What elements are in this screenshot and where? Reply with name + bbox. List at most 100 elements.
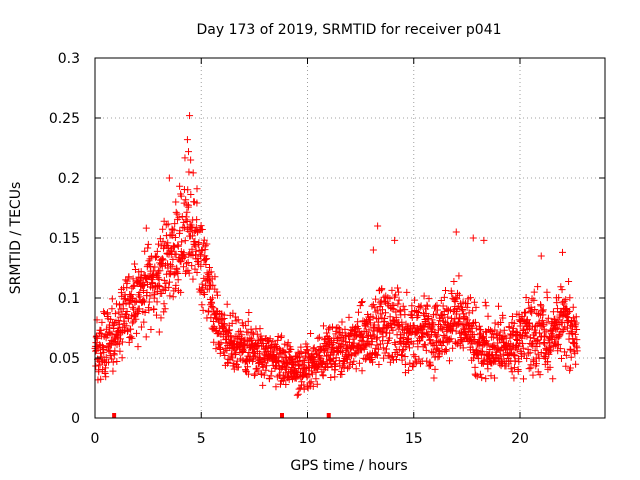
data-point bbox=[182, 196, 190, 204]
data-point bbox=[188, 232, 196, 240]
data-point bbox=[553, 305, 561, 313]
data-point bbox=[342, 338, 350, 346]
data-point bbox=[557, 283, 565, 291]
data-point bbox=[173, 268, 181, 276]
data-point bbox=[160, 308, 168, 316]
data-point bbox=[245, 309, 253, 317]
data-point bbox=[277, 334, 285, 342]
data-point bbox=[232, 349, 240, 357]
data-point bbox=[549, 375, 557, 383]
data-point bbox=[250, 353, 258, 361]
data-point bbox=[129, 275, 137, 283]
data-point bbox=[244, 363, 252, 371]
data-point bbox=[534, 283, 542, 291]
data-point bbox=[248, 329, 256, 337]
x-tick-label: 10 bbox=[299, 431, 317, 447]
data-point bbox=[210, 338, 218, 346]
y-tick-label: 0 bbox=[71, 411, 80, 427]
data-point bbox=[544, 314, 552, 322]
data-point bbox=[558, 286, 566, 294]
data-point bbox=[329, 355, 337, 363]
data-point bbox=[463, 303, 471, 311]
y-tick-label: 0.3 bbox=[58, 51, 80, 67]
data-point bbox=[186, 112, 194, 120]
data-point bbox=[156, 267, 164, 275]
data-point bbox=[157, 261, 165, 269]
data-point bbox=[110, 351, 118, 359]
data-point bbox=[295, 365, 303, 373]
gap-marker bbox=[280, 413, 284, 418]
data-point bbox=[541, 340, 549, 348]
data-point bbox=[535, 329, 543, 337]
data-point bbox=[491, 319, 499, 327]
data-point bbox=[374, 345, 382, 353]
data-point bbox=[530, 288, 538, 296]
data-point bbox=[135, 305, 143, 313]
data-point bbox=[452, 294, 460, 302]
data-point bbox=[334, 324, 342, 332]
data-point bbox=[370, 321, 378, 329]
data-point bbox=[314, 334, 322, 342]
data-point bbox=[312, 368, 320, 376]
data-point bbox=[447, 335, 455, 343]
data-point bbox=[429, 340, 437, 348]
data-point bbox=[480, 236, 488, 244]
data-point bbox=[183, 136, 191, 144]
data-point bbox=[527, 307, 535, 315]
data-point bbox=[559, 327, 567, 335]
data-point bbox=[566, 294, 574, 302]
data-point bbox=[188, 262, 196, 270]
data-point bbox=[171, 220, 179, 228]
data-point bbox=[500, 326, 508, 334]
data-point bbox=[108, 305, 116, 313]
data-point bbox=[534, 336, 542, 344]
data-point bbox=[117, 329, 125, 337]
data-point bbox=[377, 310, 385, 318]
data-point bbox=[338, 318, 346, 326]
data-point bbox=[294, 348, 302, 356]
data-point bbox=[471, 363, 479, 371]
data-point bbox=[389, 352, 397, 360]
data-point bbox=[484, 312, 492, 320]
data-point bbox=[341, 325, 349, 333]
data-point bbox=[573, 325, 581, 333]
data-point bbox=[141, 247, 149, 255]
data-point bbox=[152, 253, 160, 261]
data-point bbox=[167, 231, 175, 239]
data-point bbox=[470, 298, 478, 306]
data-point bbox=[172, 208, 180, 216]
data-point bbox=[557, 354, 565, 362]
data-point bbox=[543, 318, 551, 326]
data-point bbox=[187, 156, 195, 164]
data-point bbox=[200, 236, 208, 244]
data-point bbox=[554, 340, 562, 348]
data-point bbox=[350, 339, 358, 347]
data-point bbox=[165, 174, 173, 182]
data-point bbox=[405, 366, 413, 374]
data-point bbox=[561, 348, 569, 356]
data-point bbox=[142, 333, 150, 341]
data-point bbox=[108, 295, 116, 303]
data-point bbox=[209, 304, 217, 312]
x-tick-label: 5 bbox=[197, 431, 206, 447]
data-point bbox=[358, 298, 366, 306]
data-point bbox=[379, 333, 387, 341]
data-point bbox=[153, 247, 161, 255]
data-point bbox=[374, 351, 382, 359]
data-point bbox=[358, 298, 366, 306]
data-point bbox=[540, 332, 548, 340]
data-point bbox=[440, 339, 448, 347]
data-point bbox=[181, 237, 189, 245]
data-point bbox=[367, 341, 375, 349]
data-point bbox=[96, 349, 104, 357]
data-point bbox=[462, 331, 470, 339]
data-point bbox=[345, 313, 353, 321]
data-point bbox=[177, 192, 185, 200]
data-point bbox=[143, 288, 151, 296]
data-point bbox=[226, 326, 234, 334]
data-point bbox=[469, 346, 477, 354]
data-point bbox=[411, 296, 419, 304]
data-point bbox=[281, 364, 289, 372]
data-point bbox=[220, 311, 228, 319]
data-point bbox=[118, 338, 126, 346]
